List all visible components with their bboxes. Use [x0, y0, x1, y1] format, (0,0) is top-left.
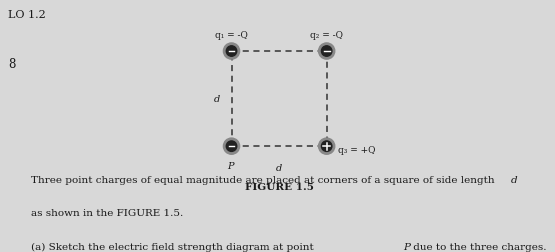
Circle shape [226, 47, 237, 57]
Circle shape [224, 139, 240, 155]
Circle shape [321, 141, 332, 152]
Text: FIGURE 1.5: FIGURE 1.5 [245, 182, 314, 191]
Text: q₁ = -Q: q₁ = -Q [215, 30, 248, 40]
Text: d: d [511, 175, 518, 184]
Circle shape [319, 44, 335, 60]
Circle shape [321, 47, 332, 57]
Text: q₂ = -Q: q₂ = -Q [310, 30, 343, 40]
Circle shape [319, 139, 335, 155]
Text: LO 1.2: LO 1.2 [8, 10, 46, 20]
Text: P: P [403, 242, 410, 251]
Text: d: d [214, 95, 220, 104]
Circle shape [226, 141, 237, 152]
Circle shape [224, 44, 240, 60]
Text: q₃ = +Q: q₃ = +Q [338, 146, 376, 155]
Text: Three point charges of equal magnitude are placed at corners of a square of side: Three point charges of equal magnitude a… [31, 175, 497, 184]
Text: due to the three charges.: due to the three charges. [410, 242, 546, 251]
Text: as shown in the FIGURE 1.5.: as shown in the FIGURE 1.5. [31, 208, 183, 217]
Text: (a) Sketch the electric field strength diagram at point: (a) Sketch the electric field strength d… [31, 242, 316, 251]
Text: 8: 8 [8, 58, 16, 71]
Text: d: d [276, 163, 282, 172]
Text: P: P [228, 162, 234, 171]
